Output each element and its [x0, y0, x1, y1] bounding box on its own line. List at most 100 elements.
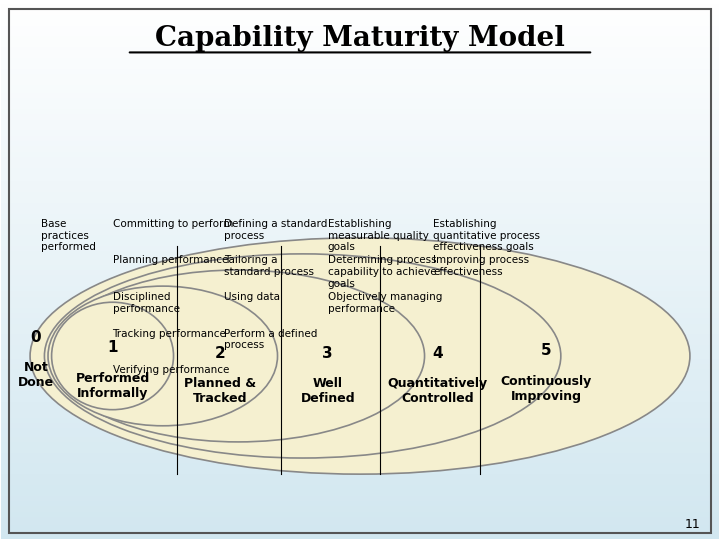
Bar: [1, 138, 719, 141]
Text: Capability Maturity Model: Capability Maturity Model: [155, 25, 565, 52]
Bar: [1, 33, 719, 36]
Ellipse shape: [45, 254, 561, 458]
Text: Using data: Using data: [224, 292, 280, 302]
Bar: [1, 391, 719, 394]
Bar: [1, 98, 719, 101]
Bar: [1, 179, 719, 181]
Bar: [1, 127, 719, 130]
Bar: [1, 447, 719, 450]
Bar: [1, 208, 719, 211]
Bar: [1, 184, 719, 187]
Bar: [1, 251, 719, 254]
Bar: [1, 501, 719, 504]
Bar: [1, 125, 719, 127]
Bar: [1, 498, 719, 501]
Bar: [1, 157, 719, 160]
Bar: [1, 345, 719, 348]
Bar: [1, 9, 719, 12]
Bar: [1, 361, 719, 364]
Bar: [1, 235, 719, 238]
Bar: [1, 463, 719, 466]
Bar: [1, 289, 719, 292]
Bar: [1, 493, 719, 496]
Text: 2: 2: [215, 346, 225, 361]
Bar: [1, 254, 719, 256]
Bar: [1, 265, 719, 267]
Bar: [1, 523, 719, 525]
Bar: [1, 160, 719, 163]
Bar: [1, 353, 719, 356]
Bar: [1, 297, 719, 300]
Bar: [1, 488, 719, 490]
Bar: [1, 87, 719, 90]
Bar: [1, 369, 719, 372]
Text: 3: 3: [323, 346, 333, 361]
Text: Determining process
capability to achieve
goals: Determining process capability to achiev…: [328, 255, 436, 289]
Bar: [1, 281, 719, 284]
Bar: [1, 248, 719, 251]
Bar: [1, 31, 719, 33]
Bar: [1, 240, 719, 243]
Text: Verifying performance: Verifying performance: [112, 365, 229, 375]
Bar: [1, 144, 719, 146]
Bar: [1, 533, 719, 536]
Bar: [1, 418, 719, 421]
Bar: [1, 203, 719, 206]
Text: Tailoring a
standard process: Tailoring a standard process: [224, 255, 314, 277]
Bar: [1, 273, 719, 275]
Bar: [1, 439, 719, 442]
Bar: [1, 466, 719, 469]
Bar: [1, 219, 719, 221]
Bar: [1, 442, 719, 444]
Bar: [1, 28, 719, 31]
Bar: [1, 413, 719, 415]
Bar: [1, 337, 719, 340]
Text: Planned &
Tracked: Planned & Tracked: [184, 377, 256, 406]
Bar: [1, 323, 719, 326]
Bar: [1, 39, 719, 42]
Bar: [1, 4, 719, 7]
Bar: [1, 176, 719, 179]
Bar: [1, 93, 719, 96]
Bar: [1, 415, 719, 418]
Bar: [1, 367, 719, 369]
Bar: [1, 512, 719, 515]
Bar: [1, 453, 719, 455]
Bar: [1, 214, 719, 217]
Bar: [1, 20, 719, 23]
Bar: [1, 388, 719, 391]
Bar: [1, 496, 719, 498]
Bar: [1, 332, 719, 334]
Bar: [1, 243, 719, 246]
Bar: [1, 310, 719, 313]
Bar: [1, 101, 719, 104]
Bar: [1, 426, 719, 428]
Bar: [1, 313, 719, 316]
Bar: [1, 230, 719, 232]
Bar: [1, 461, 719, 463]
Bar: [1, 171, 719, 173]
Text: Tracking performance: Tracking performance: [112, 328, 226, 339]
Bar: [1, 25, 719, 28]
Bar: [1, 79, 719, 82]
Bar: [1, 531, 719, 533]
Bar: [1, 329, 719, 332]
Bar: [1, 404, 719, 407]
Bar: [1, 342, 719, 345]
Bar: [1, 85, 719, 87]
Bar: [1, 294, 719, 297]
Bar: [1, 227, 719, 229]
Bar: [1, 380, 719, 383]
Text: Quantitatively
Controlled: Quantitatively Controlled: [387, 377, 487, 406]
Bar: [1, 55, 719, 58]
Ellipse shape: [52, 302, 174, 410]
Bar: [1, 359, 719, 361]
Bar: [1, 434, 719, 436]
Bar: [1, 455, 719, 458]
Text: Not
Done: Not Done: [18, 361, 54, 389]
Bar: [1, 2, 719, 4]
Bar: [1, 482, 719, 485]
Bar: [1, 42, 719, 44]
Bar: [1, 458, 719, 461]
Bar: [1, 232, 719, 235]
